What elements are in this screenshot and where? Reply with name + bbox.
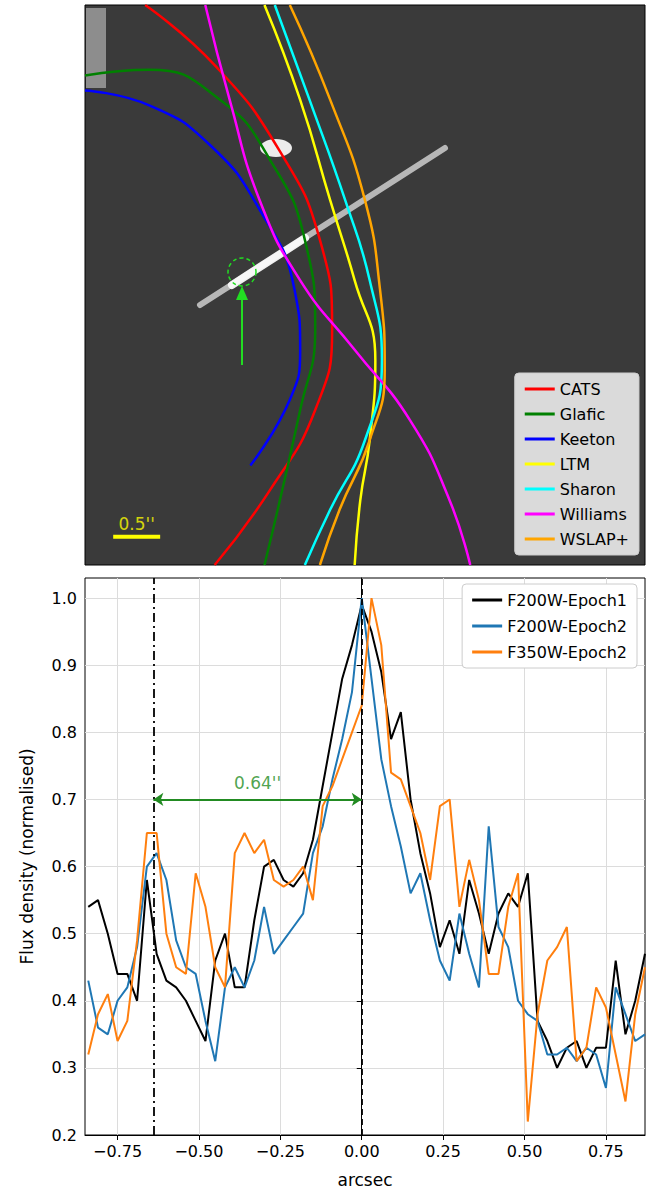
svg-text:Sharon: Sharon	[560, 480, 616, 499]
svg-text:WSLAP+: WSLAP+	[560, 530, 629, 549]
svg-text:0.64'': 0.64''	[234, 773, 281, 793]
svg-text:arcsec: arcsec	[337, 1170, 392, 1190]
svg-text:Keeton: Keeton	[560, 430, 616, 449]
svg-text:0.50: 0.50	[507, 1142, 543, 1161]
svg-text:0.7: 0.7	[52, 790, 77, 809]
svg-text:LTM: LTM	[560, 455, 590, 474]
svg-text:CATS: CATS	[560, 380, 601, 399]
svg-text:1.0: 1.0	[52, 589, 77, 608]
svg-text:0.4: 0.4	[52, 991, 77, 1010]
svg-text:−0.75: −0.75	[93, 1142, 142, 1161]
svg-text:Williams: Williams	[560, 505, 627, 524]
svg-text:0.75: 0.75	[588, 1142, 624, 1161]
svg-text:0.9: 0.9	[52, 656, 77, 675]
svg-text:Glafic: Glafic	[560, 405, 606, 424]
svg-text:0.00: 0.00	[344, 1142, 380, 1161]
svg-text:0.8: 0.8	[52, 723, 77, 742]
svg-text:−0.50: −0.50	[174, 1142, 223, 1161]
svg-text:0.3: 0.3	[52, 1058, 77, 1077]
svg-text:0.6: 0.6	[52, 857, 77, 876]
svg-text:F350W-Epoch2: F350W-Epoch2	[507, 643, 627, 662]
svg-text:0.2: 0.2	[52, 1126, 77, 1145]
svg-text:0.5'': 0.5''	[118, 514, 154, 534]
svg-text:Flux density (normalised): Flux density (normalised)	[17, 748, 37, 964]
svg-text:F200W-Epoch1: F200W-Epoch1	[507, 591, 627, 610]
svg-text:0.5: 0.5	[52, 924, 77, 943]
svg-text:F200W-Epoch2: F200W-Epoch2	[507, 617, 627, 636]
svg-text:0.25: 0.25	[425, 1142, 461, 1161]
svg-text:−0.25: −0.25	[256, 1142, 305, 1161]
